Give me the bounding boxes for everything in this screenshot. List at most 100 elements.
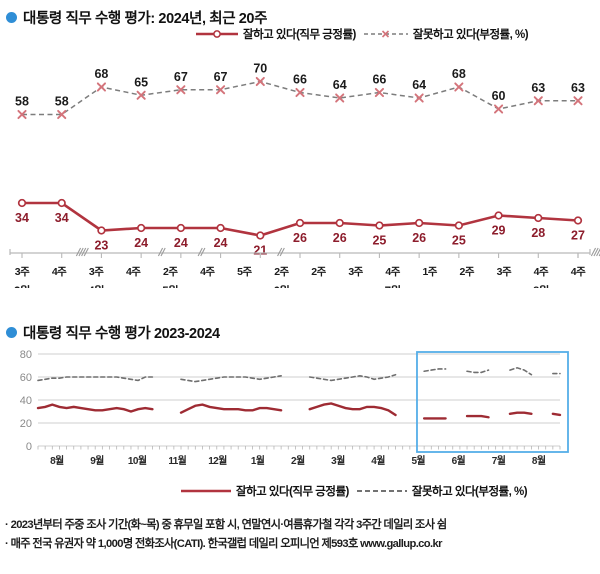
positive-datapoint-marker [216,223,225,233]
positive-datapoint-marker [534,213,543,223]
positive-value-label: 28 [531,226,545,240]
recent-20-weeks-chart: 58 58 68 65 67 67 70 66 64 66 64 68 60 63 63 34 34 23 24 24… [0,48,600,288]
bottom-month-label: 7월 [492,455,506,467]
week-tick-label: 2주 [163,266,178,278]
y-axis-tick-label: 60 [20,372,32,384]
month-group-label: 5월 [162,284,178,288]
negative-value-label: 65 [134,75,148,89]
top-section-title: 대통령 직무 수행 평가: 2024년, 최근 20주 [23,11,268,27]
axis-break-marks [75,247,89,257]
positive-value-label: 26 [412,231,426,245]
axis-break-marks [157,247,166,257]
negative-value-label: 68 [94,67,108,81]
negative-value-label: 64 [412,78,426,92]
top-chart-legend: 잘하고 있다(직무 긍정률) 잘못하고 있다(부정률, %) [195,26,529,42]
bottom-chart-legend: 잘하고 있다(직무 긍정률) 잘못하고 있다(부정률, %) [180,483,528,499]
negative-datapoint-marker [335,93,345,103]
negative-datapoint-marker [96,82,106,92]
positive-datapoint-marker [573,216,583,225]
positive-value-label: 26 [293,231,307,245]
week-tick-label: 4주 [52,266,67,278]
trend-2023-2024-chart-svg: 0 20 40 60 80 8월 9월 10월 11월 12월 1월 2월 3월 4월 5월 6월 7월 8월 [20,349,569,467]
month-group-label: 3월 [14,284,30,288]
positive-datapoint-marker [57,198,66,208]
negative-datapoint-marker [414,93,424,103]
positive-value-label: 23 [94,239,108,253]
y-axis-tick-label: 40 [20,395,32,407]
negative-value-label: 58 [55,95,69,109]
positive-trend-line [36,402,562,420]
negative-value-label: 67 [174,70,188,84]
negative-datapoint-marker [216,85,226,95]
week-tick-label: 4주 [385,266,400,278]
positive-datapoint-marker [494,211,503,220]
footnote-2: · 매주 전국 유권자 약 1,000명 전화조사(CATI). 한국갤럽 데일… [5,538,442,550]
positive-value-label: 34 [55,211,69,225]
bottom-month-label: 9월 [90,455,104,467]
month-group-label: 8월 [533,284,549,288]
positive-line-swatch-icon [196,30,238,38]
y-axis-tick-label: 80 [20,349,32,361]
week-tick-label: 4주 [126,266,141,278]
negative-value-label: 63 [531,81,545,95]
bottom-month-label: 2월 [291,455,305,467]
negative-datapoint-marker [176,85,186,95]
week-tick-label: 4주 [200,266,215,278]
positive-value-label: 27 [571,229,585,243]
positive-datapoint-marker [454,221,464,230]
y-axis-tick-label: 20 [20,418,32,430]
week-tick-label: 3주 [89,266,104,278]
positive-value-label: 34 [15,211,29,225]
week-tick-label: 3주 [497,266,512,278]
negative-value-label: 58 [15,95,29,109]
positive-value-label: 29 [492,224,506,238]
legend-item-positive-2: 잘하고 있다(직무 긍정률) [180,483,349,499]
week-tick-label: 2주 [460,266,475,278]
negative-trend-line [37,366,561,383]
footnotes: · 2023년부터 주중 조사 기간(화~목) 중 휴무일 포함 시, 연말연시… [5,516,597,554]
bottom-month-label: 10월 [128,455,147,467]
footnote-1: · 2023년부터 주중 조사 기간(화~목) 중 휴무일 포함 시, 연말연시… [5,519,447,531]
negative-value-label: 70 [253,62,267,76]
bottom-month-label: 8월 [532,455,546,467]
bottom-section-title: 대통령 직무 수행 평가 2023-2024 [23,326,220,342]
negative-datapoint-marker [57,109,67,120]
month-group-label: 4월 [88,284,104,288]
axis-break-marks [197,247,206,257]
positive-datapoint-marker [17,198,27,208]
legend-item-positive: 잘하고 있다(직무 긍정률) [195,26,356,42]
top-section-header: 대통령 직무 수행 평가: 2024년, 최근 20주 [6,7,267,28]
month-group-label: 7월 [385,284,401,288]
blue-bullet-icon-2 [6,327,17,338]
bottom-month-label: 3월 [331,455,345,467]
positive-datapoint-marker [256,231,265,240]
bottom-month-label: 8월 [50,455,64,467]
negative-datapoint-marker [17,109,27,120]
negative-line-swatch-icon-2 [356,490,407,492]
week-tick-label: 4주 [534,266,549,278]
negative-value-label: 66 [293,73,307,87]
negative-datapoint-marker [533,96,543,106]
positive-line-swatch-icon-2 [181,489,231,493]
positive-value-label: 24 [174,236,188,250]
negative-line-swatch-icon [363,30,408,38]
bottom-section-header: 대통령 직무 수행 평가 2023-2024 [6,322,220,343]
negative-datapoint-marker [295,87,305,98]
bottom-month-label: 5월 [411,455,425,467]
bottom-month-label: 6월 [452,455,466,467]
negative-value-label: 60 [492,89,506,103]
week-tick-label: 5주 [237,266,252,278]
axis-break-marks [590,247,600,257]
negative-value-label: 67 [214,70,228,84]
positive-datapoint-marker [414,218,424,228]
positive-datapoint-marker [295,218,305,228]
bottom-month-label: 11월 [168,455,186,467]
legend-label-negative: 잘못하고 있다(부정률, %) [412,29,529,41]
bottom-month-label: 4월 [371,455,385,467]
y-axis-tick-label: 0 [26,441,32,453]
bottom-month-label: 1월 [251,455,265,467]
negative-datapoint-marker [573,96,583,106]
negative-value-label: 64 [333,78,347,92]
positive-value-label: 24 [134,236,148,250]
week-tick-label: 1주 [422,266,437,278]
